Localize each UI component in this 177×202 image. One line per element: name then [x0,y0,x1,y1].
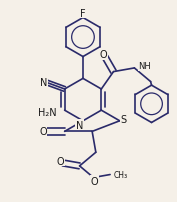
Text: NH: NH [138,62,151,71]
Text: S: S [121,115,127,125]
Text: CH₃: CH₃ [113,170,128,179]
Text: F: F [80,9,86,19]
Text: O: O [100,50,107,60]
Text: N: N [40,78,47,87]
Text: O: O [57,156,64,166]
Text: O: O [90,176,98,186]
Text: O: O [39,126,47,136]
Text: H₂N: H₂N [38,107,56,117]
Text: N: N [76,120,83,130]
